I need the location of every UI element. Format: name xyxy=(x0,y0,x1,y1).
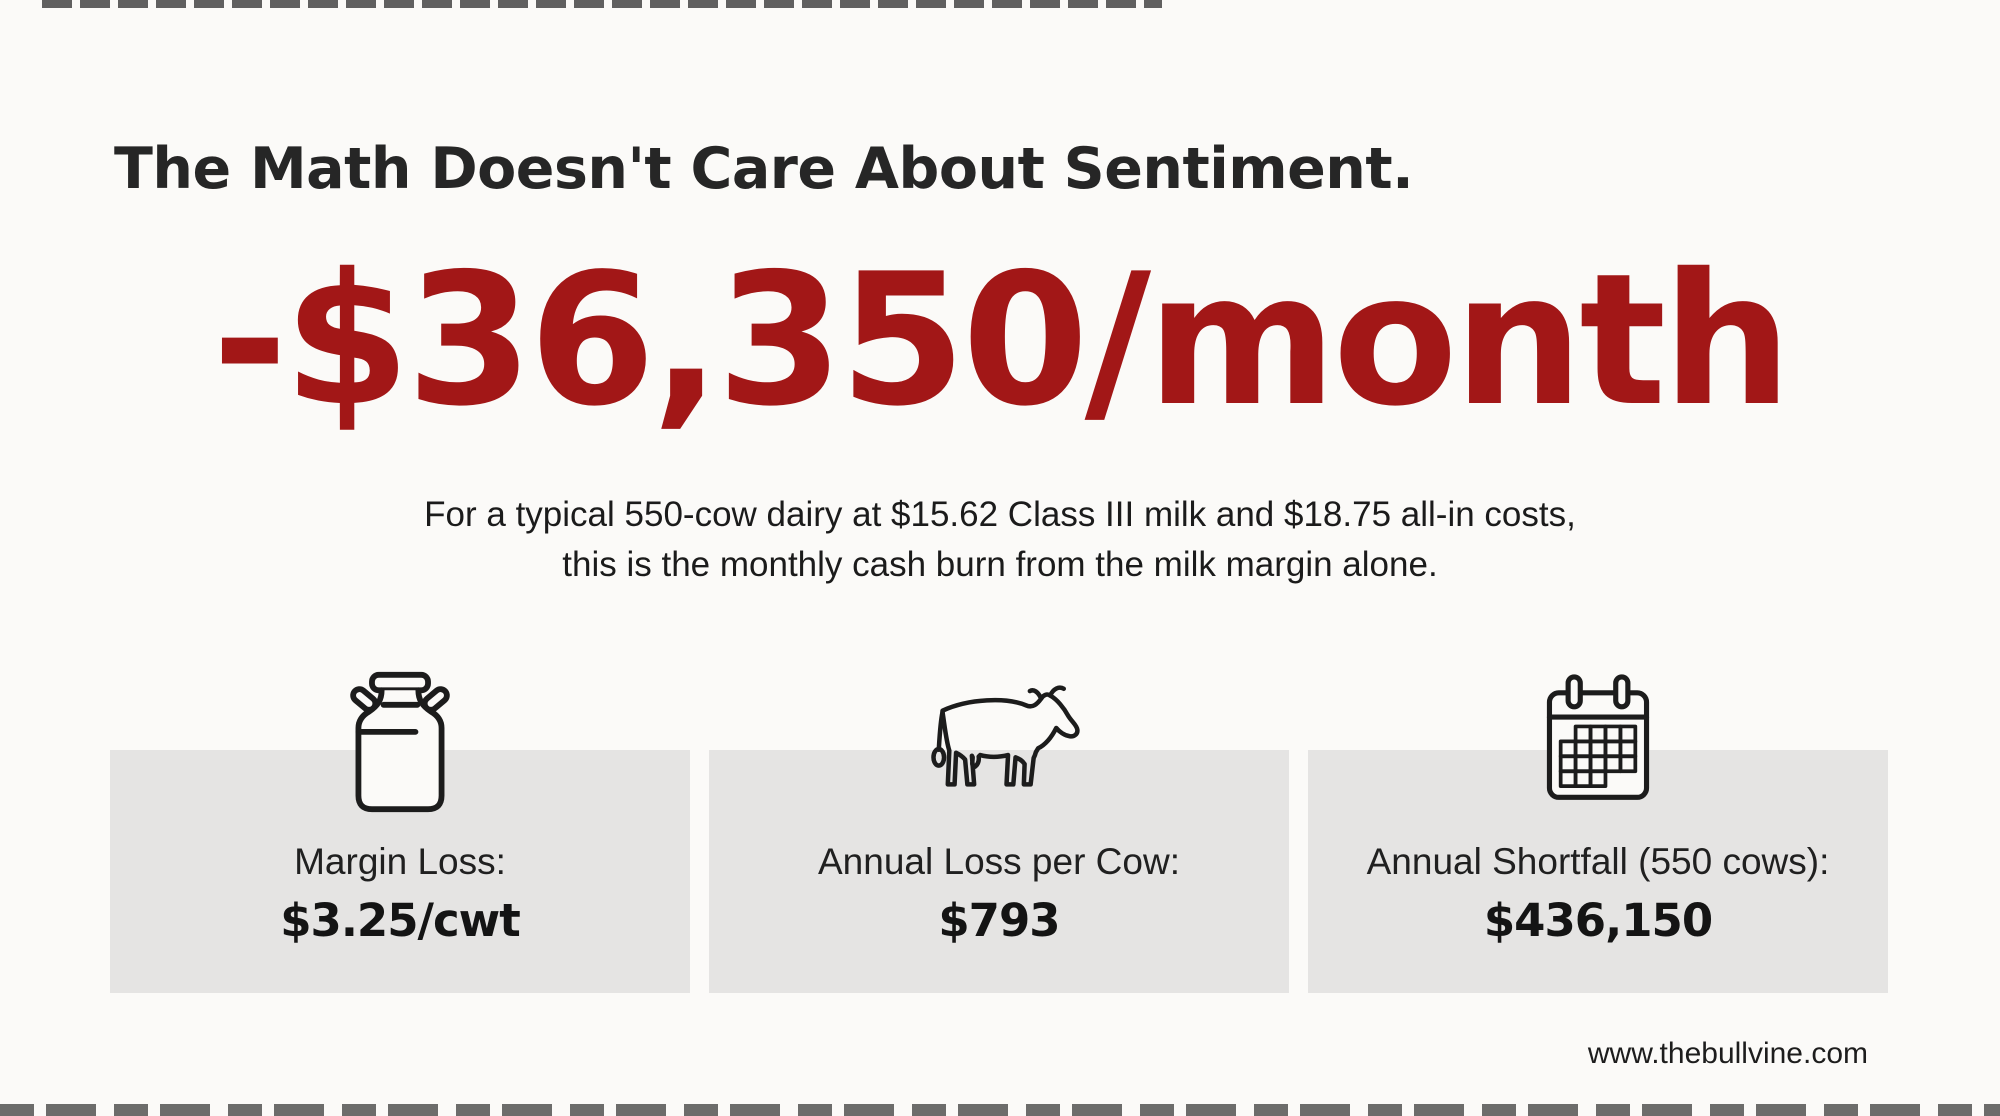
stat-value: $3.25/cwt xyxy=(280,894,521,948)
top-edge-artifact xyxy=(42,0,1162,8)
stat-card-margin-loss: Margin Loss: $3.25/cwt xyxy=(110,671,690,993)
calendar-icon xyxy=(1542,674,1654,805)
subtitle-line-1: For a typical 550-cow dairy at $15.62 Cl… xyxy=(424,495,1576,534)
stat-value: $793 xyxy=(938,894,1060,948)
bottom-edge-artifact xyxy=(0,1104,2000,1116)
subtitle: For a typical 550-cow dairy at $15.62 Cl… xyxy=(0,490,2000,589)
milk-can-icon xyxy=(342,670,458,815)
cow-icon xyxy=(901,676,1097,804)
stat-label: Annual Shortfall (550 cows): xyxy=(1366,841,1830,882)
subtitle-line-2: this is the monthly cash burn from the m… xyxy=(562,544,1438,584)
stat-value: $436,150 xyxy=(1483,894,1713,948)
stat-label: Annual Loss per Cow: xyxy=(818,841,1180,882)
stat-card-annual-shortfall: Annual Shortfall (550 cows): $436,150 xyxy=(1308,674,1888,993)
stats-row: Margin Loss: $3.25/cwt Annual Loss per C… xyxy=(110,671,1888,993)
stat-label: Margin Loss: xyxy=(294,841,506,882)
headline-loss-value: -$36,350/month xyxy=(212,234,1792,446)
stat-card-annual-loss-per-cow: Annual Loss per Cow: $793 xyxy=(709,685,1289,993)
website-url: www.thebullvine.com xyxy=(1587,1037,1868,1070)
page-title: The Math Doesn't Care About Sentiment. xyxy=(114,136,1414,203)
